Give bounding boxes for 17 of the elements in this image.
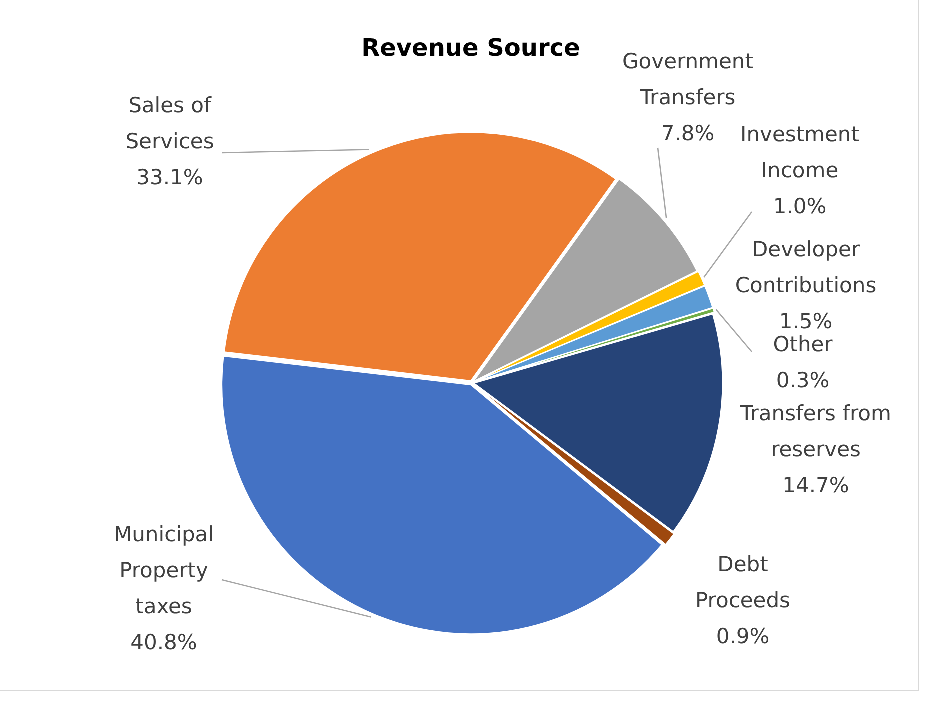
data-label: 33.1% bbox=[136, 165, 204, 190]
data-label: 7.8% bbox=[661, 121, 715, 146]
data-label: 1.0% bbox=[773, 194, 827, 218]
slice-label: Transfers from reserves bbox=[740, 401, 892, 462]
slice-label: Debt Proceeds bbox=[696, 552, 790, 612]
slice-label: Developer Contributions bbox=[735, 237, 877, 298]
data-label: 0.9% bbox=[716, 624, 770, 648]
slice-label: Investment Income bbox=[740, 122, 860, 182]
data-label: 14.7% bbox=[782, 473, 850, 498]
data-label: 0.3% bbox=[776, 368, 830, 392]
data-label: 40.8% bbox=[130, 630, 198, 654]
slice-label: Municipal Property taxes bbox=[114, 522, 214, 618]
data-label: 1.5% bbox=[779, 309, 833, 334]
slice-label: Sales of Services bbox=[126, 93, 214, 154]
chart-title: Revenue Source bbox=[362, 34, 580, 62]
slice-label: Other bbox=[773, 332, 834, 356]
slice-label: Government Transfers bbox=[622, 49, 754, 110]
